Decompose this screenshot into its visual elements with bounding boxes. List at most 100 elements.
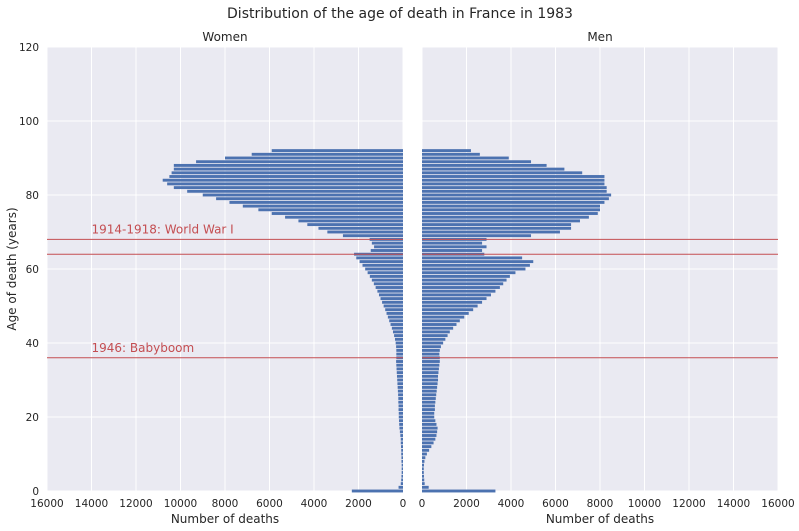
women-bar xyxy=(173,163,403,167)
women-x-tick-label: 8000 xyxy=(212,498,239,510)
women-bar xyxy=(202,193,403,197)
men-bar xyxy=(422,441,434,445)
y-tick-label: 40 xyxy=(26,338,39,350)
men-bar xyxy=(422,200,605,204)
men-bar xyxy=(422,286,500,289)
women-bar xyxy=(385,308,403,312)
men-bar xyxy=(422,374,439,378)
men-bar xyxy=(422,415,435,419)
women-bar xyxy=(173,167,403,171)
men-bar xyxy=(422,278,507,282)
men-x-tick-label: 6000 xyxy=(542,498,569,510)
women-bar xyxy=(167,182,403,186)
men-bar xyxy=(422,363,440,367)
men-bar xyxy=(422,378,439,382)
men-bar xyxy=(422,208,600,212)
men-bar xyxy=(422,175,605,178)
men-bar xyxy=(422,448,430,452)
women-bar xyxy=(356,256,403,260)
men-bar xyxy=(422,367,439,371)
women-bar xyxy=(371,278,403,282)
men-bar xyxy=(422,404,435,408)
y-tick-label: 80 xyxy=(26,190,39,202)
women-bar xyxy=(400,445,403,449)
men-bar xyxy=(422,230,560,234)
men-bar xyxy=(422,319,460,323)
women-bar xyxy=(365,267,403,271)
men-bar xyxy=(422,260,534,264)
women-bar xyxy=(399,422,403,426)
women-bar xyxy=(398,404,403,408)
women-bar xyxy=(258,208,403,212)
women-bar xyxy=(400,441,403,445)
women-bar xyxy=(396,352,403,356)
y-tick-label: 120 xyxy=(19,42,39,54)
women-bar xyxy=(398,411,403,415)
men-x-tick-label: 10000 xyxy=(628,498,661,510)
men-bar xyxy=(422,393,437,397)
women-bar xyxy=(251,152,403,156)
men-bar xyxy=(422,249,483,252)
women-bar xyxy=(398,415,403,419)
men-bar xyxy=(422,452,427,456)
men-bar xyxy=(422,297,487,301)
annotation-label: 1946: Babyboom xyxy=(92,341,195,355)
men-bar xyxy=(422,352,440,356)
women-bars xyxy=(162,149,403,493)
women-bar xyxy=(387,315,403,319)
men-bar xyxy=(422,215,589,219)
men-bar xyxy=(422,463,425,467)
women-bar xyxy=(400,482,403,486)
men-bar xyxy=(422,234,532,238)
men-bar xyxy=(422,326,454,330)
women-bar xyxy=(396,345,403,349)
men-bar xyxy=(422,274,510,278)
men-bar xyxy=(422,341,444,345)
women-bar xyxy=(318,226,403,230)
men-bar xyxy=(422,245,487,249)
women-bar xyxy=(342,234,403,238)
women-bar xyxy=(398,419,403,423)
women-bar xyxy=(378,293,403,297)
men-bar xyxy=(422,445,432,449)
women-bar xyxy=(400,434,403,437)
women-bar xyxy=(173,186,403,190)
men-bar xyxy=(422,426,438,430)
women-bar xyxy=(169,175,403,178)
men-bar xyxy=(422,311,469,315)
women-bar xyxy=(171,171,403,175)
women-x-tick-label: 16000 xyxy=(30,498,63,510)
men-bars xyxy=(422,149,612,493)
women-bar xyxy=(401,467,403,471)
men-bar xyxy=(422,167,565,171)
men-bar xyxy=(422,430,438,434)
women-x-tick-label: 14000 xyxy=(75,498,108,510)
chart-title: Distribution of the age of death in Fran… xyxy=(227,6,573,22)
men-bar xyxy=(422,204,600,208)
women-bar xyxy=(394,334,403,338)
men-bar xyxy=(422,219,580,223)
women-bar xyxy=(271,212,403,215)
women-bar xyxy=(398,397,403,400)
women-x-tick-label: 6000 xyxy=(256,498,283,510)
men-bar xyxy=(422,482,425,486)
women-bar xyxy=(400,437,403,441)
women-bar xyxy=(380,297,403,301)
men-bar xyxy=(422,193,612,197)
men-bar xyxy=(422,293,491,297)
women-x-tick-label: 0 xyxy=(400,498,407,510)
women-x-tick-labels: 16000 14000 12000 10000 8000 6000 4000 2000 0 xyxy=(30,498,406,510)
women-bar xyxy=(359,260,403,264)
women-bar xyxy=(375,286,403,289)
men-bar xyxy=(422,485,429,489)
women-panel-title: Women xyxy=(202,30,247,44)
y-tick-label: 0 xyxy=(32,486,39,498)
men-bar xyxy=(422,400,436,404)
women-bar xyxy=(397,389,403,393)
men-bar xyxy=(422,152,480,156)
men-x-tick-label: 16000 xyxy=(761,498,794,510)
women-bar xyxy=(386,311,403,315)
women-bar xyxy=(374,245,403,249)
men-bar xyxy=(422,315,465,319)
